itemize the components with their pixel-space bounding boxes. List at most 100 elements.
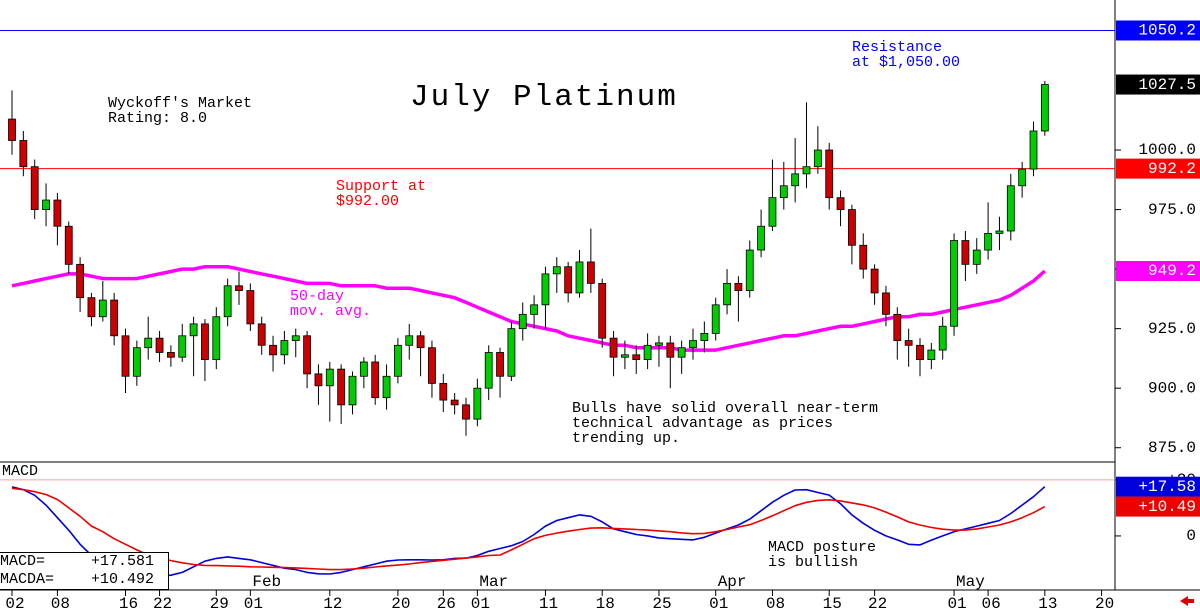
y-tick-label: 1000.0 xyxy=(1138,141,1196,159)
x-tick-label: 08 xyxy=(51,595,70,613)
candle-body xyxy=(19,140,28,168)
candle-body xyxy=(473,387,482,420)
candle-body xyxy=(564,266,573,294)
candle-body xyxy=(541,273,550,306)
x-tick-label: 25 xyxy=(652,595,671,613)
candle-body xyxy=(269,344,277,356)
candle-body xyxy=(643,344,652,360)
y-tick-label: 925.0 xyxy=(1148,320,1196,338)
candle-body xyxy=(166,352,175,358)
candle-body xyxy=(507,328,516,377)
value-box xyxy=(1116,20,1200,41)
x-tick-label: 22 xyxy=(868,595,887,613)
y-tick-label: 875.0 xyxy=(1148,439,1196,457)
candle-body xyxy=(723,282,731,306)
candle-body xyxy=(189,323,198,337)
candle-body xyxy=(280,340,289,356)
x-tick-label: 01 xyxy=(947,595,966,613)
annotation: MACD posture is bullish xyxy=(768,539,877,571)
x-tick-label: 06 xyxy=(981,595,1000,613)
x-tick-label: 20 xyxy=(1095,595,1114,613)
candle-body xyxy=(371,361,380,399)
candle-body xyxy=(291,335,300,341)
month-label: Feb xyxy=(252,573,281,591)
candle-body xyxy=(609,337,618,358)
x-tick-label: 16 xyxy=(119,595,138,613)
value-box xyxy=(1116,261,1200,282)
y-tick-label: 900.0 xyxy=(1148,379,1196,397)
candle-body xyxy=(689,340,697,349)
legend-value: +10.492 xyxy=(90,571,154,588)
x-tick-label: 26 xyxy=(437,595,456,613)
month-label: Mar xyxy=(479,573,508,591)
candle-body xyxy=(632,354,641,360)
candle-body xyxy=(813,149,822,168)
candle-body xyxy=(711,304,720,334)
candle-body xyxy=(121,335,130,377)
candle-body xyxy=(1018,168,1027,187)
legend-value: +17.581 xyxy=(90,553,154,570)
candle-body xyxy=(518,313,527,330)
candle-body xyxy=(132,347,141,377)
candle-body xyxy=(348,375,357,406)
candle-body xyxy=(836,197,845,210)
month-label: Apr xyxy=(718,573,747,591)
value-box xyxy=(1116,158,1200,179)
candle-body xyxy=(53,199,62,227)
candle-body xyxy=(484,352,493,389)
candle-body xyxy=(64,225,73,265)
x-tick-label: 22 xyxy=(153,595,172,613)
candle-body xyxy=(655,342,663,346)
candle-body xyxy=(144,337,153,349)
candle-body xyxy=(155,337,164,353)
candle-body xyxy=(235,285,243,291)
candle-body xyxy=(98,299,107,318)
scroll-arrow[interactable] xyxy=(1180,596,1194,606)
x-tick-label: 29 xyxy=(210,595,229,613)
month-label: May xyxy=(956,573,985,591)
annotation: Resistance at $1,050.00 xyxy=(852,39,961,71)
candle-body xyxy=(30,166,39,210)
x-tick-label: 13 xyxy=(1038,595,1057,613)
line xyxy=(11,486,1046,578)
x-tick-label: 01 xyxy=(471,595,490,613)
candle-body xyxy=(257,323,266,346)
value-box-label: 992.2 xyxy=(1148,160,1196,178)
series-label: 50-day mov. avg. xyxy=(290,288,372,320)
candle-body xyxy=(201,323,209,360)
candle-body xyxy=(325,368,334,387)
candle-body xyxy=(995,230,1004,234)
candle-body xyxy=(700,333,709,341)
candle-body xyxy=(848,209,856,246)
candle-body xyxy=(1029,130,1038,170)
candle-body xyxy=(246,290,255,325)
annotation: Bulls have solid overall near-term techn… xyxy=(572,400,879,447)
candle-body xyxy=(110,299,119,337)
line xyxy=(11,264,1046,352)
candle-body xyxy=(666,342,675,358)
candle-body xyxy=(314,373,323,387)
value-box-label: 949.2 xyxy=(1148,262,1196,280)
candle-body xyxy=(904,340,913,346)
candle-body xyxy=(882,292,890,315)
candle-body xyxy=(734,282,743,291)
candle-body xyxy=(779,185,788,199)
x-tick-label: 11 xyxy=(539,595,558,613)
legend-name: MACD= xyxy=(0,553,46,570)
candle-body xyxy=(677,347,686,358)
candle-body xyxy=(916,344,924,360)
candle-body xyxy=(496,352,504,377)
candle-body xyxy=(42,199,50,210)
annotation: Wyckoff's Market Rating: 8.0 xyxy=(108,95,253,127)
x-tick-label: 08 xyxy=(766,595,785,613)
x-tick-label: 18 xyxy=(596,595,615,613)
y-tick-label: 975.0 xyxy=(1148,201,1196,219)
candle-body xyxy=(575,261,584,294)
candle-body xyxy=(825,149,834,199)
candle-body xyxy=(972,249,981,265)
x-tick-label: 02 xyxy=(5,595,24,613)
x-tick-label: 15 xyxy=(823,595,842,613)
candle-body xyxy=(393,344,402,377)
candle-body xyxy=(961,240,970,265)
